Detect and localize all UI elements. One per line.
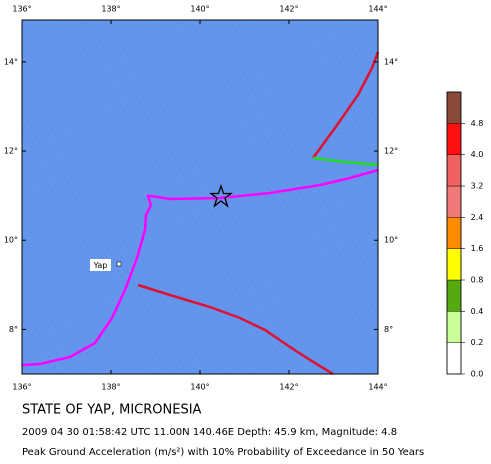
legend-frame [446, 91, 462, 375]
legend-label: 3.2 [471, 182, 484, 191]
legend-swatch [446, 248, 462, 281]
x-tick-label: 138° [101, 383, 120, 392]
epicenter-star [209, 183, 233, 208]
legend-label: 0.0 [471, 370, 484, 379]
legend-swatch [446, 217, 462, 249]
plate-boundary [311, 51, 380, 159]
plate-boundary [21, 168, 379, 367]
legend-label: 0.2 [471, 338, 484, 347]
x-tick-label: 144° [368, 5, 387, 14]
legend-swatch [446, 91, 462, 124]
legend-label: 0.4 [471, 307, 484, 316]
legend-label: 2.4 [471, 213, 484, 222]
place-label-bg [90, 259, 111, 271]
x-tick-label: 136° [12, 383, 31, 392]
y-tick-label: 12° [4, 147, 18, 156]
x-tick-label: 136° [12, 5, 31, 14]
x-tick-label: 140° [190, 5, 209, 14]
legend-swatch [446, 185, 462, 218]
legend-label: 4.8 [471, 119, 484, 128]
x-tick-label: 144° [368, 383, 387, 392]
place-marker [116, 261, 122, 267]
y-tick-label: 10° [384, 236, 398, 245]
legend-label: 4.0 [471, 150, 484, 159]
y-tick-label: 8° [9, 325, 18, 334]
legend-label: 1.6 [471, 244, 484, 253]
y-tick-label: 12° [384, 147, 398, 156]
event-info: 2009 04 30 01:58:42 UTC 11.00N 140.46E D… [22, 427, 397, 438]
x-tick-label: 142° [279, 383, 298, 392]
plate-boundary [312, 156, 379, 167]
legend-swatch [446, 123, 462, 155]
legend-label: 0.8 [471, 276, 484, 285]
hazard-contours [22, 20, 378, 374]
legend-swatch [446, 311, 462, 343]
place-label: Yap [93, 261, 108, 270]
y-tick-label: 10° [4, 236, 18, 245]
title: STATE OF YAP, MICRONESIA [22, 403, 202, 418]
y-tick-label: 14° [384, 57, 398, 66]
y-tick-label: 8° [384, 325, 393, 334]
x-tick-label: 142° [279, 5, 298, 14]
plate-boundary [137, 283, 334, 376]
legend-swatch [446, 342, 462, 375]
legend-swatch [446, 279, 462, 312]
caption: Peak Ground Acceleration (m/s²) with 10%… [22, 447, 424, 458]
x-tick-label: 138° [101, 5, 120, 14]
y-tick-label: 14° [4, 57, 18, 66]
legend-swatch [446, 154, 462, 187]
x-tick-label: 140° [190, 383, 209, 392]
